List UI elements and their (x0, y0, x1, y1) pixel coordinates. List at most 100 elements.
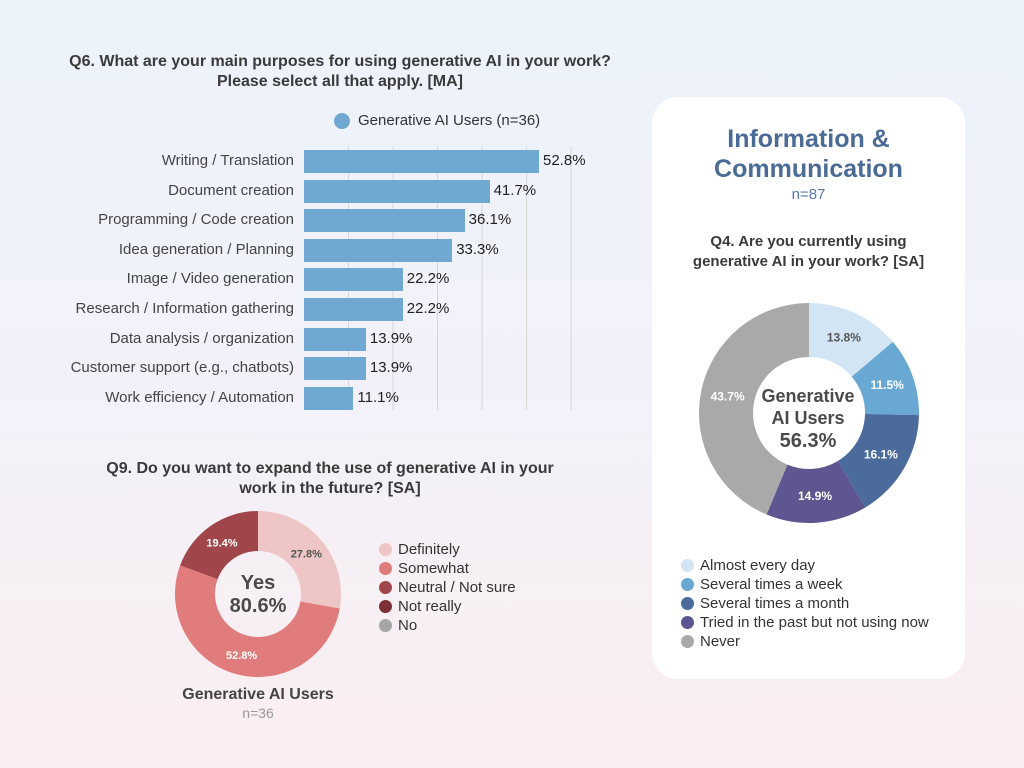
q9-legend-label: Definitely (398, 541, 460, 558)
q6-category-label: Data analysis / organization (109, 329, 294, 347)
q9-slice-label: 27.8% (291, 549, 322, 561)
q9-legend-swatch (379, 600, 392, 613)
q6-category-label: Document creation (168, 181, 294, 199)
q6-value-label: 52.8% (543, 152, 586, 169)
q4-slice (766, 461, 866, 523)
q6-bar (304, 268, 403, 292)
q4-legend-swatch (681, 578, 694, 591)
q4-legend-label: Never (700, 633, 741, 650)
q9-legend-label: Not really (398, 598, 462, 615)
q6-value-label: 13.9% (369, 329, 413, 347)
q9-slice (258, 511, 341, 609)
q9-legend-label: Neutral / Not sure (398, 579, 516, 596)
q6-value-label: 13.9% (369, 359, 413, 377)
q4-slice (699, 303, 809, 515)
q6-value-label: 22.2% (406, 300, 450, 317)
q9-center-label: Yes 80.6% (208, 572, 308, 618)
q4-legend-item: Several times a week (681, 575, 929, 594)
q4-legend-label: Tried in the past but not using now (700, 614, 929, 631)
q4-legend-label: Several times a month (700, 595, 850, 612)
q4-legend-item: Almost every day (681, 556, 929, 575)
q6-value-label: 22.2% (406, 270, 450, 288)
q9-center-line1: Yes (240, 572, 276, 594)
q4-slice (809, 303, 893, 377)
q4-title-line1: Q4. Are you currently using (710, 233, 907, 250)
q9-title-line2: work in the future? [SA] (239, 480, 421, 497)
q9-n-label: n=36 (242, 705, 274, 721)
q4-slice (837, 414, 919, 508)
q9-title: Q9. Do you want to expand the use of gen… (60, 459, 600, 499)
q4-slice-label: 16.1% (864, 448, 898, 462)
q4-center-line1: Generative (761, 386, 855, 406)
q9-legend-swatch (379, 543, 392, 556)
q6-category-label: Image / Video generation (126, 270, 294, 288)
q4-title: Q4. Are you currently using generative A… (652, 232, 965, 272)
q9-slice-label: 19.4% (206, 537, 237, 549)
q9-center-line2: 80.6% (229, 595, 287, 617)
q6-bar (304, 238, 453, 262)
q9-legend-label: No (398, 617, 418, 634)
q4-legend-item: Several times a month (681, 594, 929, 613)
q6-value-label: 41.7% (493, 181, 537, 199)
q4-slice-label: 13.8% (827, 331, 861, 345)
q6-value-label: 36.1% (468, 211, 512, 229)
q6-category-label: Writing / Translation (161, 152, 294, 169)
card-title-line1: Information & (727, 125, 890, 153)
q9-title-line1: Q9. Do you want to expand the use of gen… (106, 460, 554, 477)
q6-category-label: Idea generation / Planning (118, 240, 294, 258)
q6-category-label: Customer support (e.g., chatbots) (70, 359, 294, 377)
q4-donut-chart: 13.8% 11.5% 16.1% 14.9% 43.7% (699, 303, 919, 523)
q6-bar (304, 150, 539, 173)
q4-center-line3: 56.3% (779, 430, 837, 452)
q4-slice-label: 14.9% (798, 489, 832, 503)
card-title-line2: Communication (714, 155, 903, 183)
q6-title-line2: Please select all that apply. [MA] (216, 73, 463, 90)
q9-legend-swatch (379, 619, 392, 632)
q9-group-label: Generative AI Users (182, 686, 334, 703)
q6-title-line1: Q6. What are your main purposes for usin… (69, 53, 611, 70)
q4-slice (851, 341, 919, 416)
q6-title: Q6. What are your main purposes for usin… (20, 52, 660, 92)
q6-value-label: 11.1% (357, 388, 399, 406)
q6-bar (304, 327, 366, 351)
q4-title-line2: generative AI in your work? [SA] (692, 253, 925, 270)
q4-legend-swatch (681, 597, 694, 610)
q4-center-line2: AI Users (771, 408, 845, 428)
q6-category-label: Research / Information gathering (75, 300, 294, 317)
q6-category-label: Programming / Code creation (98, 211, 294, 229)
q4-slice-label: 43.7% (711, 390, 745, 404)
q4-legend-label: Almost every day (700, 557, 816, 574)
q6-bar (304, 298, 403, 321)
q4-legend-item: Never (681, 632, 929, 651)
q9-legend-item: Definitely (379, 540, 516, 559)
q6-bar (304, 357, 366, 381)
q9-legend-item: Somewhat (379, 559, 516, 578)
q9-slice (180, 511, 258, 580)
q4-legend-item: Tried in the past but not using now (681, 613, 929, 632)
q9-slice (174, 565, 340, 678)
q9-legend-item: Neutral / Not sure (379, 578, 516, 597)
card-title: Information & Communication (652, 124, 965, 184)
q6-legend-label: Generative AI Users (n=36) (358, 112, 541, 129)
q6-bar (304, 179, 490, 203)
q4-center-label: Generative AI Users 56.3% (748, 385, 868, 453)
q6-legend: Generative AI Users (n=36) (334, 111, 540, 130)
q9-slice-label: 52.8% (226, 650, 257, 662)
q6-category-label: Work efficiency / Automation (105, 388, 294, 406)
card-n-label: n=87 (791, 186, 826, 203)
q6-legend-swatch (334, 112, 350, 129)
q9-legend-item: Not really (379, 597, 516, 616)
q4-legend-swatch (681, 635, 694, 648)
q4-legend-label: Several times a week (700, 576, 843, 593)
q9-legend-swatch (379, 562, 392, 575)
q9-legend-item: No (379, 616, 516, 635)
q9-legend-label: Somewhat (398, 560, 469, 577)
q6-value-label: 33.3% (456, 240, 499, 258)
q4-slice-label: 11.5% (870, 378, 904, 392)
q6-bar (304, 209, 465, 233)
q4-legend-swatch (681, 616, 694, 629)
q4-legend: Almost every day Several times a week Seve… (681, 556, 929, 651)
q6-bar (304, 386, 354, 410)
q9-legend-swatch (379, 581, 392, 594)
q4-legend-swatch (681, 559, 694, 572)
